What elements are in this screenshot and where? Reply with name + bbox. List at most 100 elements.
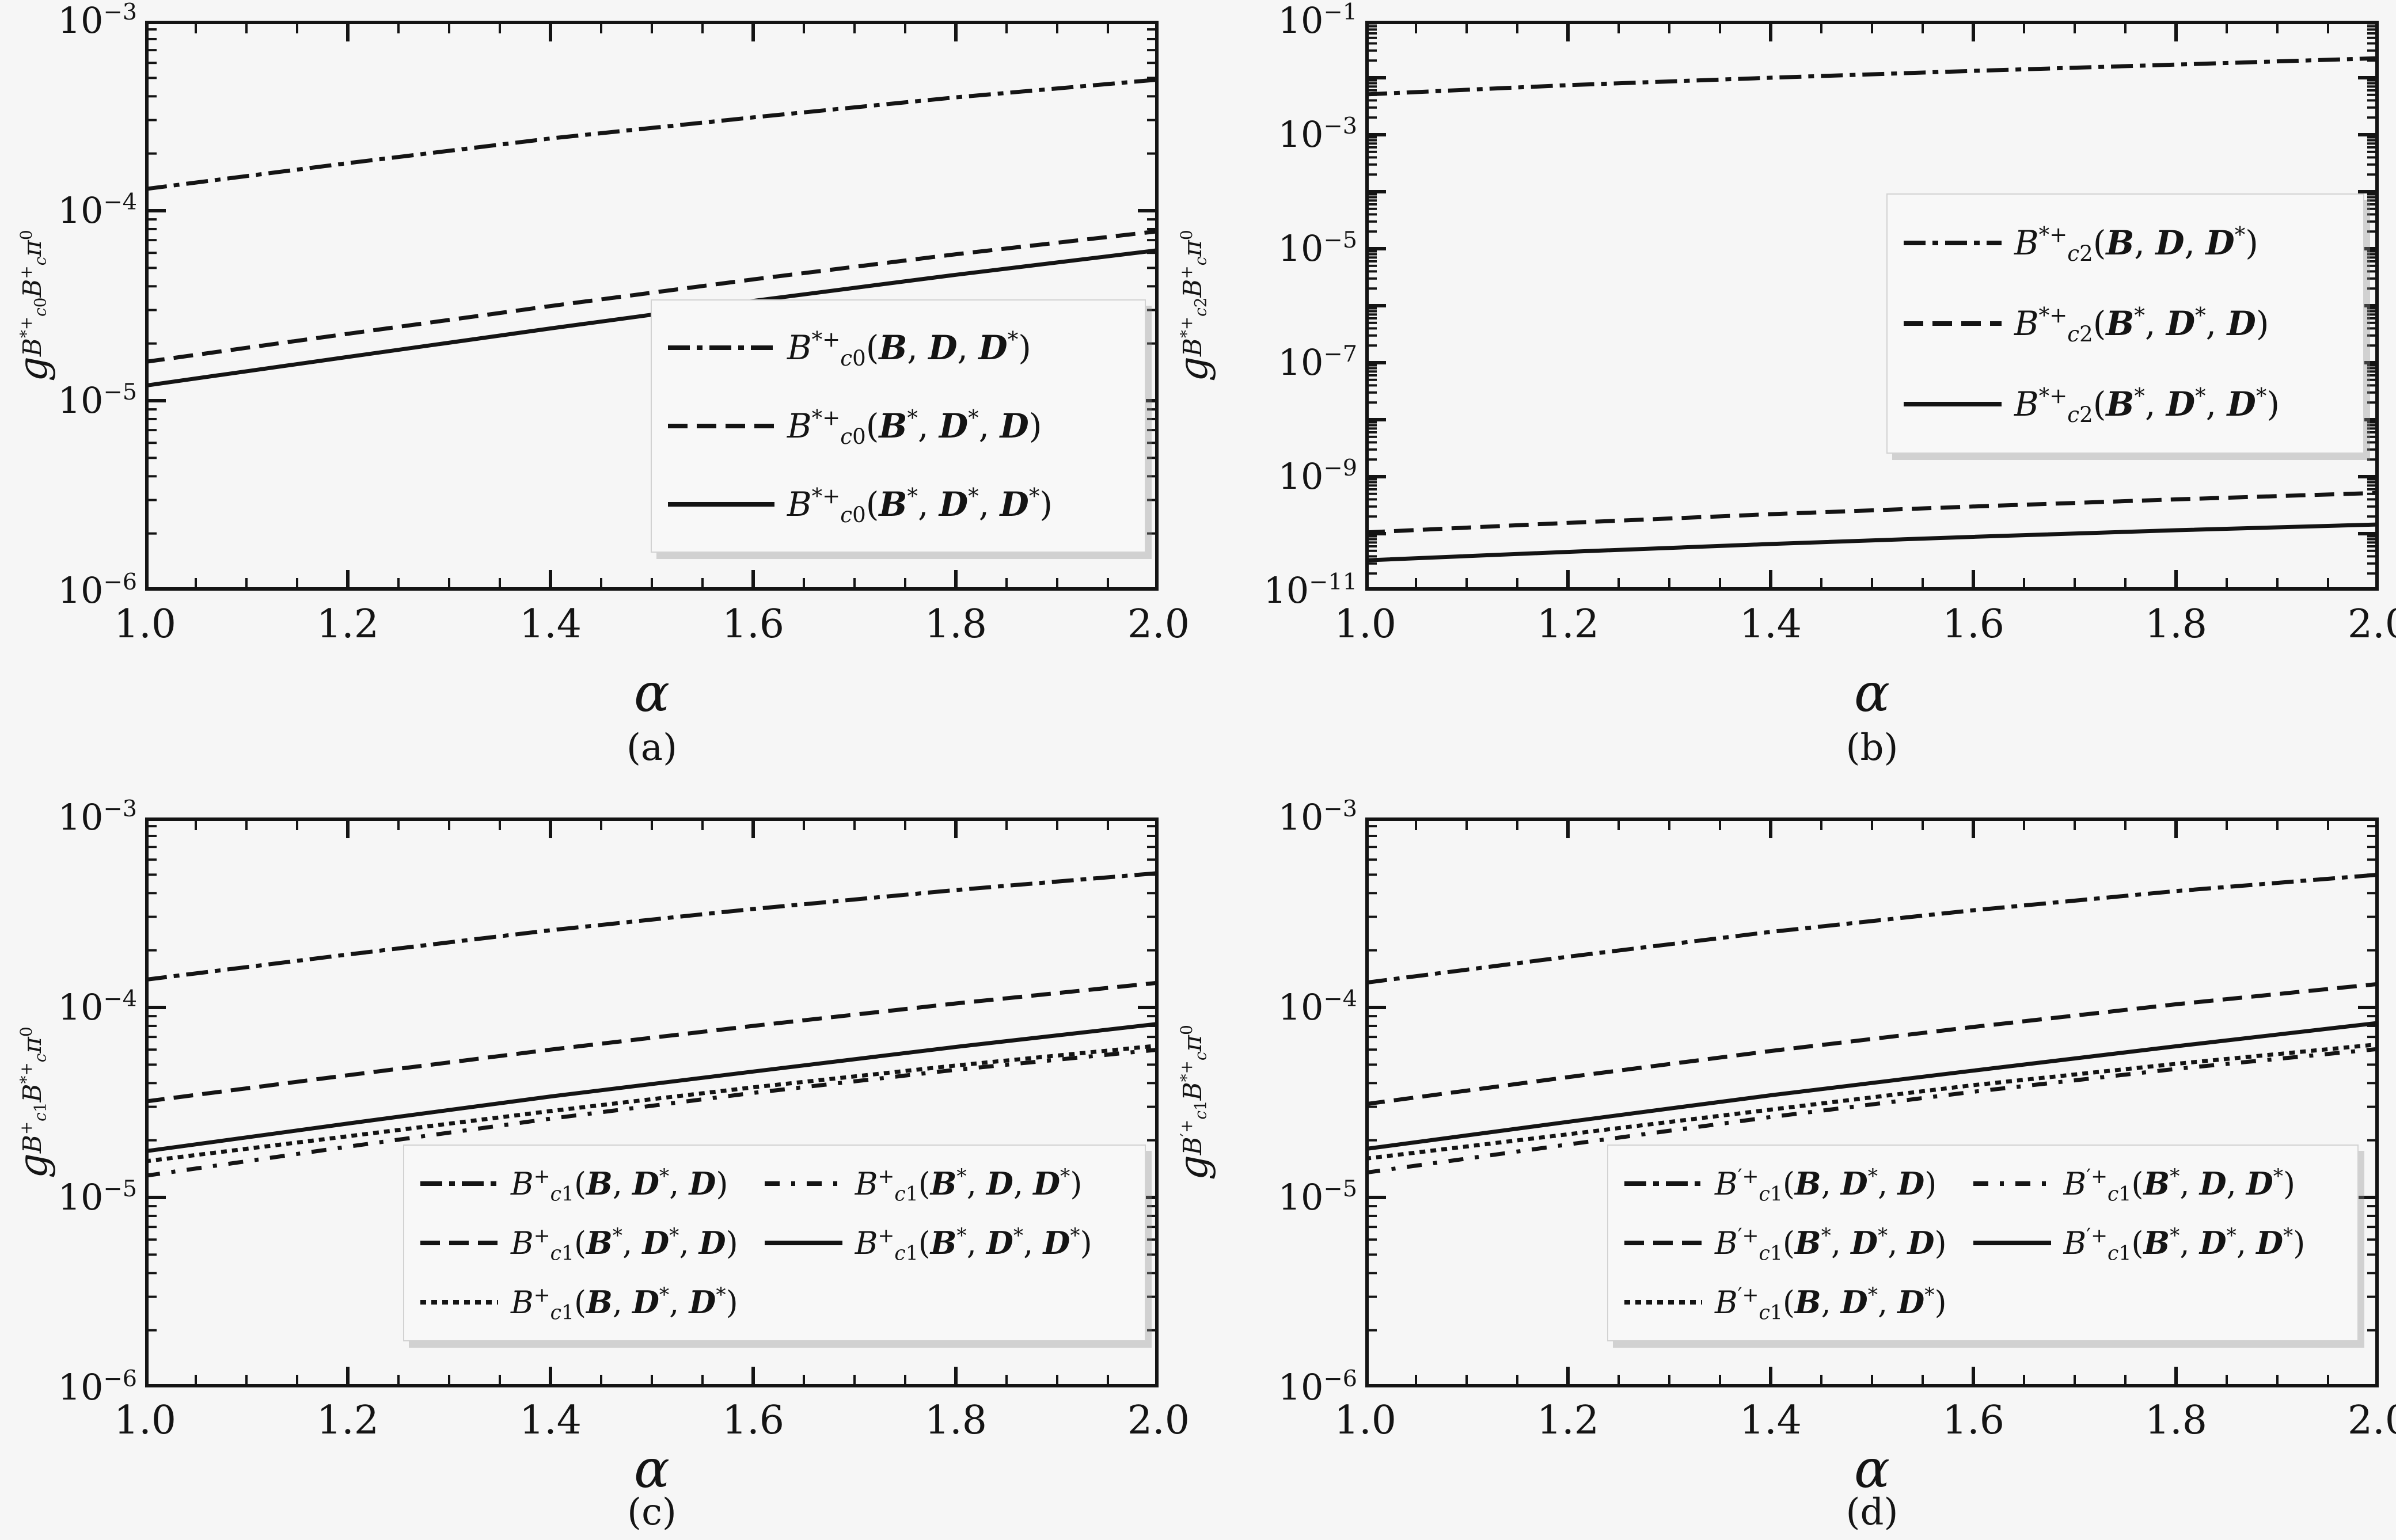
calligraphic-B: B [879, 406, 907, 446]
legend: B*+c0(B, D, D*) B*+c0(B*, D*, D) B*+c0(B*,… [651, 299, 1146, 553]
series-line-solid [145, 1021, 1159, 1154]
legend-entry-label: B+c1(B, D*, D) [511, 1165, 728, 1206]
y-ticks [1369, 817, 2375, 1387]
x-axis-label: α [1854, 1438, 1890, 1500]
legend: B+c1(B, D*, D) B+c1(B*, D*, D) B+c1(B, D*,… [403, 1144, 1146, 1341]
series-line-dashdot [145, 77, 1159, 191]
plot-area-c [145, 817, 1159, 1387]
y-tick-label: 10−6 [58, 569, 137, 611]
legend-entry-label: B+c1(B, D*, D*) [511, 1284, 738, 1325]
y-tick-label: 10−5 [58, 379, 137, 421]
legend-entry-label: B′+c1(B, D*, D*) [1715, 1284, 1947, 1325]
legend-entry: B′+c1(B, D*, D*) [1624, 1273, 1947, 1332]
legend-line-sample-dashdot [1624, 1181, 1702, 1186]
legend-entry: B′+c1(B*, D, D*) [1973, 1154, 2306, 1213]
legend-entry-label: B*+c2(B*, D*, D) [2014, 303, 2269, 347]
legend-line-sample-loose-dashdot [1973, 1181, 2051, 1186]
x-tick-label: 2.0 [1127, 602, 1190, 647]
calligraphic-D: D [698, 1224, 726, 1261]
y-ticks [149, 21, 1155, 591]
y-tick-label: 10−6 [58, 1366, 137, 1408]
series-line-dashdot [1365, 56, 2379, 97]
calligraphic-B: B [2106, 223, 2135, 263]
legend-entry-label: B*+c0(B*, D*, D*) [787, 484, 1053, 528]
legend-entry: B+c1(B*, D*, D*) [764, 1213, 1092, 1272]
series-line-dashed [1365, 490, 2379, 535]
plot-frame [1365, 21, 2379, 591]
calligraphic-D: D [1851, 1224, 1878, 1261]
legend-entry: B*+c0(B*, D*, D) [668, 387, 1053, 465]
series-line-dashed [145, 980, 1159, 1104]
calligraphic-D: D [986, 1165, 1013, 1202]
calligraphic-D: D [2205, 223, 2235, 263]
legend-line-sample-dotted [1624, 1300, 1702, 1305]
legend-entry-label: B*+c0(B, D, D*) [787, 327, 1031, 371]
y-axis-label: g B*+c0B+cπ0 [10, 230, 56, 382]
x-tick-label: 1.6 [722, 1398, 785, 1443]
x-ticks [145, 24, 1159, 587]
x-tick-label: 1.6 [1942, 1398, 2005, 1443]
series-line-solid [1365, 1021, 2379, 1151]
plot-area-d [1365, 817, 2379, 1387]
calligraphic-D: D [1897, 1165, 1925, 1202]
panel-caption: (b) [1846, 727, 1898, 769]
legend-entry: B*+c0(B, D, D*) [668, 309, 1053, 387]
legend-entry: B*+c0(B*, D*, D*) [668, 465, 1053, 543]
calligraphic-D: D [2246, 1165, 2273, 1202]
panel-caption: (d) [1846, 1491, 1898, 1534]
y-tick-label: 10−7 [1278, 341, 1357, 383]
calligraphic-D: D [978, 328, 1008, 367]
plot-canvas-b [1365, 21, 2379, 591]
legend-entry: B*+c2(B*, D*, D) [1904, 283, 2280, 364]
calligraphic-B: B [1794, 1224, 1821, 1261]
x-tick-label: 1.2 [1536, 602, 1600, 647]
legend-entry-label: B+c1(B*, D, D*) [855, 1165, 1083, 1206]
legend-line-sample-dashed [420, 1240, 498, 1245]
legend-entry-label: B′+c1(B*, D*, D*) [2063, 1224, 2306, 1265]
calligraphic-D: D [632, 1284, 659, 1321]
x-tick-label: 1.0 [113, 1398, 177, 1443]
calligraphic-B: B [2106, 385, 2135, 424]
x-ticks [1365, 821, 2379, 1384]
y-tick-label: 10−4 [1278, 986, 1357, 1028]
legend-entry: B*+c2(B*, D*, D*) [1904, 364, 2280, 444]
y-tick-label: 10−5 [1278, 227, 1357, 269]
x-axis-label: α [633, 1438, 670, 1500]
legend-entry-label: B′+c1(B*, D*, D) [1715, 1224, 1947, 1265]
calligraphic-B: B [879, 485, 907, 524]
x-tick-label: 2.0 [2347, 1398, 2396, 1443]
calligraphic-B: B [1794, 1284, 1821, 1321]
calligraphic-D: D [689, 1284, 716, 1321]
calligraphic-D: D [2166, 304, 2196, 343]
x-tick-label: 1.4 [519, 1398, 582, 1443]
legend-entry-label: B′+c1(B*, D, D*) [2063, 1165, 2296, 1206]
calligraphic-D: D [1840, 1165, 1868, 1202]
y-tick-label: 10−11 [1263, 569, 1357, 611]
calligraphic-D: D [1907, 1224, 1935, 1261]
legend-line-sample-solid [1904, 402, 2002, 406]
y-tick-label: 10−4 [58, 189, 137, 231]
legend-entry: B′+c1(B*, D*, D) [1624, 1213, 1947, 1272]
calligraphic-B: B [930, 1165, 957, 1202]
calligraphic-D: D [2166, 385, 2196, 424]
legend-entry-label: B+c1(B*, D*, D) [511, 1224, 738, 1265]
legend-line-sample-dashdot [420, 1181, 498, 1186]
x-tick-label: 1.0 [1334, 602, 1397, 647]
legend-line-sample-loose-dashdot [764, 1181, 842, 1186]
y-tick-label: 10−5 [1278, 1176, 1357, 1218]
calligraphic-D: D [1033, 1165, 1061, 1202]
series-line-loose-dashdot [145, 1047, 1159, 1178]
legend-line-sample-dashdot [668, 345, 774, 350]
series-line-dashed [145, 229, 1159, 364]
legend: B*+c2(B, D, D*) B*+c2(B*, D*, D) B*+c2(B*,… [1886, 193, 2364, 454]
x-tick-label: 1.8 [2144, 1398, 2208, 1443]
series-line-dashed [1365, 982, 2379, 1106]
calligraphic-D: D [939, 485, 969, 524]
calligraphic-B: B [586, 1284, 613, 1321]
x-tick-label: 1.8 [924, 602, 988, 647]
y-tick-label: 10−4 [58, 986, 137, 1028]
calligraphic-B: B [930, 1224, 957, 1261]
legend-entry-label: B*+c0(B*, D*, D) [787, 405, 1042, 450]
legend-entry-label: B+c1(B*, D*, D*) [855, 1224, 1092, 1265]
